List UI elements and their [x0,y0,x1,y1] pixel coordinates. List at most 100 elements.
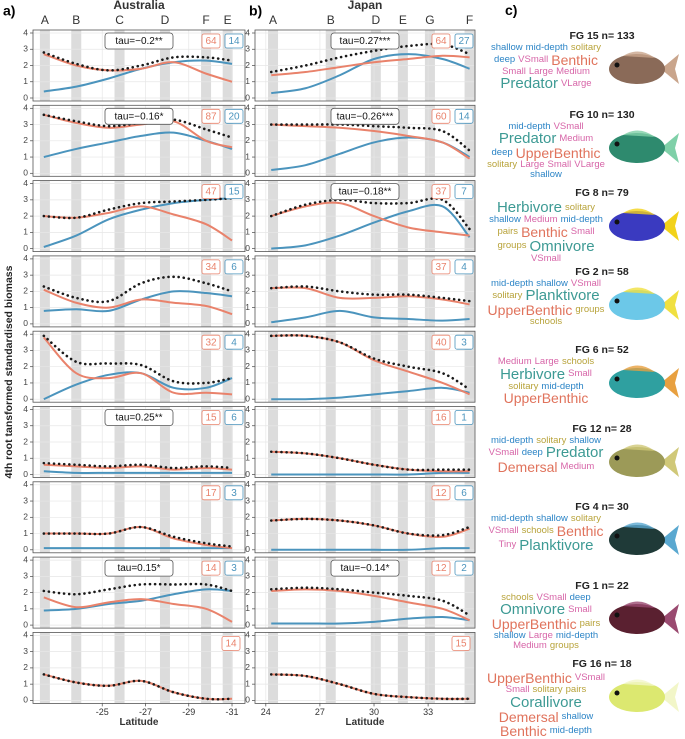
fish-fin [623,208,655,215]
y-tick-label: 1 [245,227,250,237]
tau-label: tau=0.27*** [340,36,391,47]
fish-illustration [609,443,679,477]
word: Planktivore [519,536,594,554]
y-tick-label: 0 [23,318,28,328]
functional-group: FG 1 n= 22 schools VSmall deep Omnivore Small… [487,580,685,658]
word: Benthic [556,522,604,539]
count-label: 17 [205,488,217,499]
y-tick-label: 4 [245,479,250,489]
word: Large [528,630,553,641]
word: Tiny [498,539,517,551]
count-label: 34 [205,262,217,273]
tau-box [104,107,174,125]
word: shallow [490,42,523,53]
total-trend-line [269,586,471,617]
count-label: 60 [435,111,447,122]
fish-fin [623,51,655,58]
fish-illustration [609,365,679,398]
functional-group: FG 15 n= 133 shallow mid-depth solitary deep… [487,30,685,108]
word: groups [575,304,605,316]
count-box [201,184,221,200]
panel-border [32,330,246,403]
group-title: FG 8 n= 79 [575,187,629,199]
fish-body [609,289,665,320]
panel-border [254,104,476,177]
word: solitary [570,513,602,524]
panel-border [254,29,476,102]
word: Herbivore [496,199,562,216]
count-label: 6 [231,413,237,424]
count-box [224,560,244,576]
blue-trend-line [271,547,470,551]
panel-border [32,406,246,478]
fish-fin [623,286,655,294]
functional-group: FG 8 n= 79 Herbivore solitary shallow Medium… [487,187,685,265]
count-label: 6 [231,262,237,273]
fish-tail [661,682,679,712]
count-box [431,33,451,49]
fish-body [609,446,665,477]
y-tick-label: 0 [245,393,250,403]
fish-eye [614,612,620,617]
word: shallow [536,277,568,289]
y-tick-label: 2 [245,210,250,220]
site-label: C [115,13,124,27]
y-tick-label: 3 [23,420,28,430]
functional-group: FG 6 n= 52 Medium Large schools Herbivore Sma… [487,344,685,422]
count-box [224,33,244,49]
word: pairs [565,684,587,695]
panel-border [254,406,476,478]
panel-border [32,556,246,629]
word: shallow [530,168,562,180]
word: UpperBenthic [487,302,573,318]
count-box [201,485,221,501]
fish-illustration [609,286,679,320]
y-tick-label: 0 [245,243,250,253]
panel-label: b) [249,3,262,19]
total-trend-line [269,334,471,391]
tau-label: tau=−0.14* [341,563,390,574]
count-box [431,410,451,425]
orange-trend-line [271,286,470,306]
y-tick-label: 2 [23,210,28,220]
x-axis-label: Latitude [120,717,159,728]
tau-label: tau=−0.16* [115,111,164,122]
word: groups [549,639,579,651]
y-tick-label: 2 [245,361,250,371]
count-label: 64 [205,36,217,47]
y-tick-label: 0 [245,619,250,629]
word: shallow [569,434,602,446]
x-tick-label: -31 [226,707,239,717]
word: mid-depth [560,214,603,225]
orange-trend-line [43,463,233,471]
orange-trend-line [271,54,470,77]
word: deep [494,53,516,65]
count-label: 15 [455,639,467,650]
y-tick-label: 4 [245,328,250,338]
y-tick-label: 0 [23,393,28,403]
total-trend-line [269,285,471,303]
y-tick-label: 3 [23,495,28,505]
fish-tail [661,446,679,477]
fish-fin [623,600,655,608]
count-box [454,560,474,576]
panel-border [254,255,476,328]
y-tick-label: 3 [23,646,28,656]
word: deep [521,446,543,458]
count-label: 1 [461,413,467,424]
total-trend-line [42,525,234,548]
tau-box [104,409,174,426]
word: Medium [556,65,590,77]
functional-group: FG 2 n= 58 mid-depth shallow VSmall solitary… [487,266,685,344]
y-tick-label: 4 [23,178,28,188]
word: pairs [497,225,519,237]
orange-trend-line [43,596,233,623]
orange-trend-line [43,205,233,242]
word: VSmall [574,672,605,684]
panel-border [254,481,476,554]
fish-eye [614,690,620,696]
y-tick-label: 3 [245,646,250,656]
tau-label: tau=−0.26*** [337,111,394,122]
y-tick-label: 0 [23,92,28,102]
count-label: 14 [458,111,470,122]
